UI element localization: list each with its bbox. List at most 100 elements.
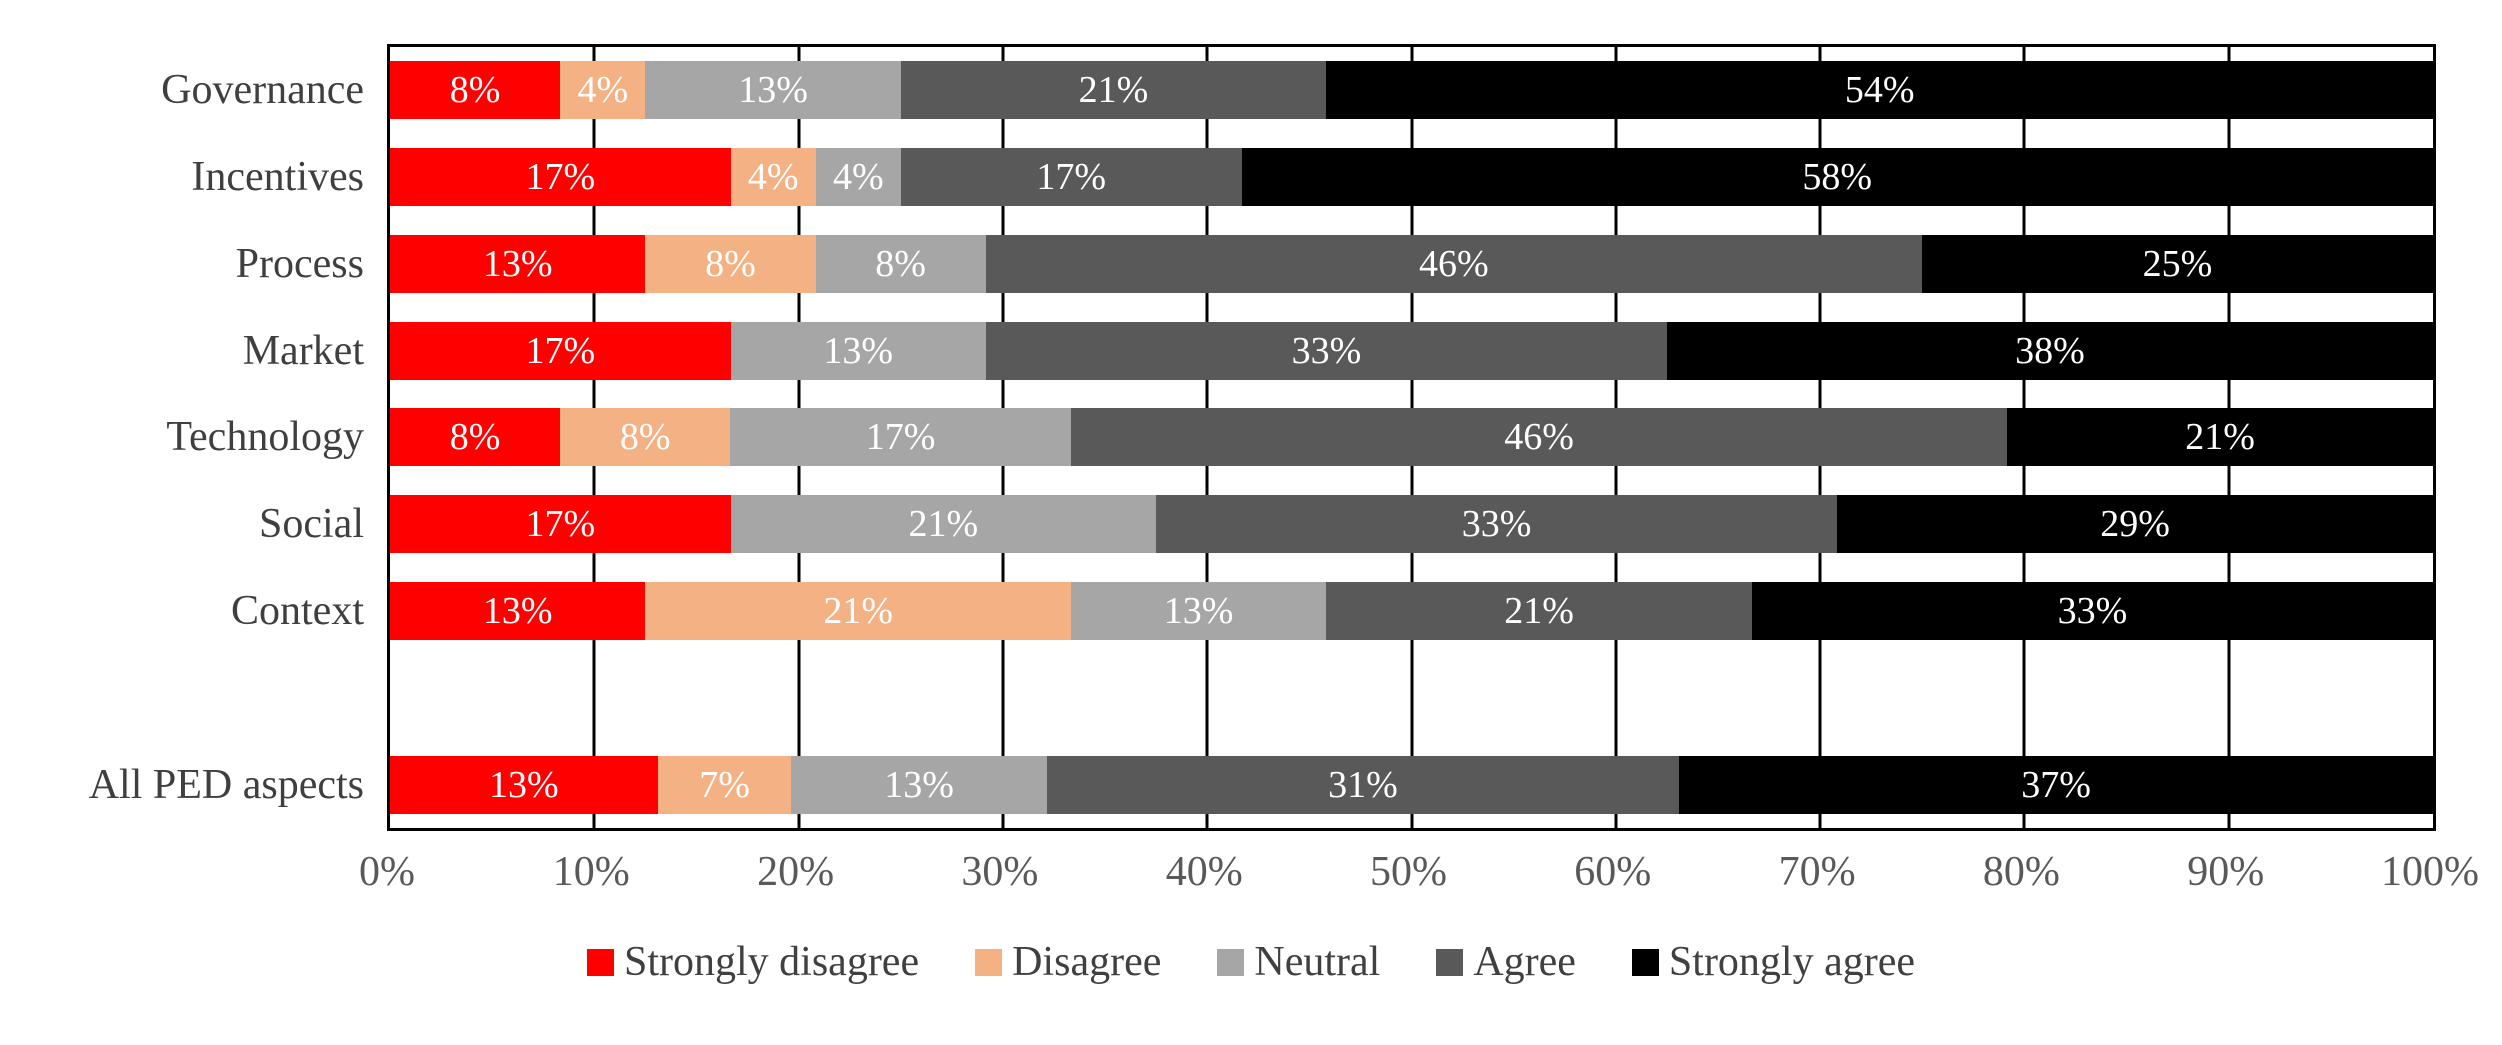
legend-swatch-icon xyxy=(586,948,614,976)
bar-segment-value-label: 4% xyxy=(747,156,799,199)
bar-segment-value-label: 21% xyxy=(908,503,979,546)
bar-segment: 21% xyxy=(1326,582,1752,641)
bar-segment: 17% xyxy=(730,408,1071,467)
bar-segment-value-label: 8% xyxy=(705,242,756,285)
category-label: Incentives xyxy=(191,154,364,201)
bar-segment: 29% xyxy=(1837,495,2433,554)
bar-segment: 17% xyxy=(390,148,731,207)
stacked-bar: 17% 4% 4% 17% 58% xyxy=(390,148,2433,207)
bar-segment-value-label: 21% xyxy=(1078,69,1149,112)
category-label: Process xyxy=(235,240,364,287)
bar-segment-value-label: 8% xyxy=(619,416,671,459)
legend-item: Strongly disagree xyxy=(586,938,920,986)
bar-segment-value-label: 13% xyxy=(884,763,954,806)
bar-segment-value-label: 33% xyxy=(1461,503,1532,546)
bar-segment: 8% xyxy=(390,61,561,120)
bar-segment-value-label: 25% xyxy=(2142,242,2213,285)
bar-segment-value-label: 21% xyxy=(2185,416,2255,459)
bar-segment-value-label: 21% xyxy=(823,590,893,633)
bar-segment: 21% xyxy=(730,495,1157,554)
legend-item: Strongly agree xyxy=(1631,938,1915,986)
x-tick-label: 10% xyxy=(552,849,630,895)
bar-segment: 4% xyxy=(730,148,816,207)
bar-segment-value-label: 37% xyxy=(2021,763,2091,806)
category-label: Context xyxy=(231,588,364,635)
x-tick-label: 60% xyxy=(1574,849,1652,895)
bar-segment-value-label: 13% xyxy=(823,329,894,372)
legend-swatch-icon xyxy=(1436,948,1464,976)
bar-segment: 8% xyxy=(645,234,816,293)
bar-segment-value-label: 8% xyxy=(449,69,501,112)
bar-segment-value-label: 13% xyxy=(1163,590,1234,633)
legend-item: Agree xyxy=(1436,938,1576,986)
bar-segment: 8% xyxy=(815,234,986,293)
bar-row: Social 17% 21% 33% 29% xyxy=(259,481,2433,568)
bar-segment-value-label: 31% xyxy=(1328,763,1398,806)
legend-swatch-icon xyxy=(1631,948,1659,976)
legend-swatch-icon xyxy=(1217,948,1245,976)
bar-segment-value-label: 13% xyxy=(482,590,553,633)
bar-segment: 13% xyxy=(390,234,646,293)
bar-segment-value-label: 17% xyxy=(1036,156,1107,199)
bar-segment-value-label: 17% xyxy=(525,329,596,372)
bar-row: Context 13% 21% 13% 21% 33% xyxy=(231,568,2433,655)
bar-segment: 4% xyxy=(560,61,646,120)
bar-segment-value-label: 8% xyxy=(875,242,926,285)
bar-row: Governance 8% 4% 13% 21% 54% xyxy=(161,47,2433,134)
x-tick-label: 90% xyxy=(2187,849,2265,895)
bar-segment-value-label: 13% xyxy=(488,763,559,806)
bar-segment-value-label: 46% xyxy=(1504,416,1574,459)
bar-segment: 21% xyxy=(2007,408,2433,467)
bar-segment: 25% xyxy=(1922,234,2433,293)
legend-item: Disagree xyxy=(975,938,1161,986)
legend-swatch-icon xyxy=(975,948,1003,976)
bar-segment-value-label: 46% xyxy=(1419,242,1489,285)
legend-label: Neutral xyxy=(1254,939,1381,985)
x-tick-label: 50% xyxy=(1370,849,1447,895)
bar-segment: 13% xyxy=(791,755,1047,814)
bar-segment: 33% xyxy=(985,321,1667,380)
stacked-bar: 13% 21% 13% 21% 33% xyxy=(390,582,2433,641)
bar-segment: 13% xyxy=(390,582,646,641)
stacked-bar: 13% 8% 8% 46% 25% xyxy=(390,234,2433,293)
bar-segment: 37% xyxy=(1679,755,2433,814)
bar-segment: 8% xyxy=(560,408,731,467)
bar-segment-value-label: 7% xyxy=(699,763,750,806)
bar-segment: 21% xyxy=(900,61,1327,120)
bar-segment: 46% xyxy=(1070,408,2008,467)
bar-segment: 13% xyxy=(730,321,986,380)
bar-segment: 31% xyxy=(1046,755,1680,814)
bar-row xyxy=(390,654,2433,741)
bar-segment-value-label: 58% xyxy=(1802,156,1873,199)
bar-segment: 33% xyxy=(1751,582,2433,641)
bar-segment-value-label: 54% xyxy=(1844,69,1915,112)
bar-segment: 4% xyxy=(815,148,901,207)
plot-area: Governance 8% 4% 13% 21% 54% Incentives 17% 4% 4%… xyxy=(89,44,2436,831)
bar-segment-value-label: 4% xyxy=(833,156,884,199)
bar-segment-value-label: 17% xyxy=(525,503,596,546)
stacked-bar: 17% 13% 33% 38% xyxy=(390,321,2433,380)
legend-label: Strongly disagree xyxy=(623,939,920,985)
bar-segment: 46% xyxy=(985,234,1923,293)
bar-row: Market 17% 13% 33% 38% xyxy=(243,307,2433,394)
bar-segment: 7% xyxy=(657,755,792,814)
x-tick-label: 30% xyxy=(961,849,1039,895)
bar-segment-value-label: 8% xyxy=(449,416,501,459)
x-tick-label: 0% xyxy=(359,849,415,895)
bar-segment-value-label: 13% xyxy=(738,69,808,112)
stacked-bar: 8% 4% 13% 21% 54% xyxy=(390,61,2433,120)
bar-segment-value-label: 38% xyxy=(2015,329,2085,372)
bar-segment: 13% xyxy=(390,755,658,814)
bar-segment: 33% xyxy=(1156,495,1838,554)
bar-segment-value-label: 33% xyxy=(1291,329,1362,372)
category-label: Social xyxy=(259,501,364,548)
category-label: Market xyxy=(242,327,364,374)
category-label: Governance xyxy=(161,67,364,114)
bar-row: Technology 8% 8% 17% 46% 21% xyxy=(166,394,2433,481)
bar-segment-value-label: 21% xyxy=(1504,590,1574,633)
x-axis: 0% 10% 20% 30% 40% 50% 60% 70% 80% 90% 100% xyxy=(359,848,2479,908)
bar-segment: 13% xyxy=(1070,582,1327,641)
bar-segment: 21% xyxy=(645,582,1071,641)
bar-segment: 13% xyxy=(645,61,901,120)
